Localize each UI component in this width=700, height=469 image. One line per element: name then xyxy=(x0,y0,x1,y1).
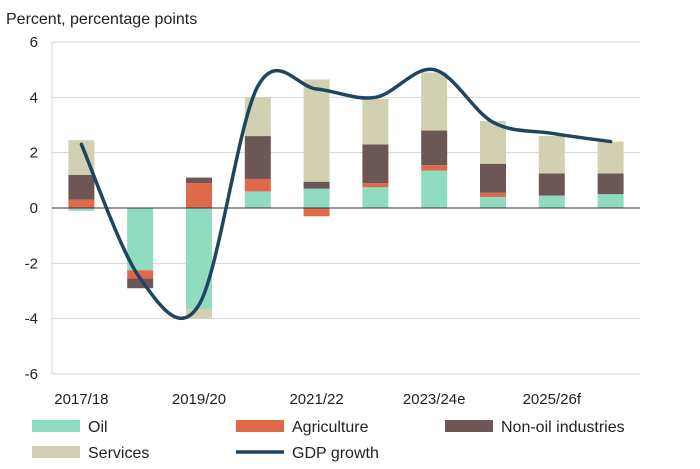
y-tick-label: -6 xyxy=(25,366,38,383)
bar-services xyxy=(480,120,506,164)
legend: Oil Agriculture Non-oil industries Services… xyxy=(32,419,625,462)
gdp-line-group xyxy=(79,67,613,320)
bar-non-oil-industries xyxy=(421,130,448,166)
bars-group xyxy=(68,72,624,319)
legend-label-gdp-growth: GDP growth xyxy=(292,445,379,462)
legend-swatch-services xyxy=(32,446,80,458)
bar-oil xyxy=(421,170,448,208)
bar-non-oil-industries xyxy=(362,144,389,184)
bar-oil xyxy=(303,188,330,208)
bar-oil xyxy=(68,208,95,211)
bar-agriculture xyxy=(127,270,154,279)
y-tick-label: 2 xyxy=(30,145,38,162)
bar-services xyxy=(362,98,389,145)
bar-agriculture xyxy=(186,183,212,208)
bar-non-oil-industries xyxy=(597,173,624,195)
legend-label-non-oil-industries: Non-oil industries xyxy=(501,419,625,436)
y-tick-label: -2 xyxy=(25,255,38,272)
x-tick-label: 2019/20 xyxy=(172,391,226,408)
bar-services xyxy=(421,72,448,131)
y-tick-label: 6 xyxy=(30,34,38,51)
y-tick-label: 0 xyxy=(30,200,38,217)
bar-agriculture xyxy=(303,208,330,217)
x-tick-label: 2021/22 xyxy=(289,391,343,408)
legend-swatch-non-oil-industries xyxy=(445,420,493,432)
x-tick-labels: 2017/18 2019/20 2021/22 2023/24e 2025/26f xyxy=(54,391,582,408)
y-axis-title: Percent, percentage points xyxy=(6,11,197,28)
bar-services xyxy=(303,79,330,182)
x-tick-label: 2025/26f xyxy=(523,391,582,408)
bar-agriculture xyxy=(421,165,448,171)
bar-agriculture xyxy=(244,178,271,192)
legend-label-oil: Oil xyxy=(88,419,108,436)
bar-oil xyxy=(597,194,624,208)
legend-label-agriculture: Agriculture xyxy=(292,419,369,436)
bar-oil xyxy=(186,208,212,309)
bar-agriculture xyxy=(480,192,506,197)
bar-oil xyxy=(362,187,389,208)
bar-oil xyxy=(244,191,271,208)
bar-oil xyxy=(538,195,565,208)
y-tick-labels: 6 4 2 0 -2 -4 -6 xyxy=(25,34,38,383)
legend-swatch-agriculture xyxy=(236,420,284,432)
bar-non-oil-industries xyxy=(303,181,330,189)
y-tick-label: -4 xyxy=(25,311,38,328)
bar-agriculture xyxy=(362,183,389,188)
bar-non-oil-industries xyxy=(538,173,565,196)
bar-oil xyxy=(127,208,154,271)
bar-non-oil-industries xyxy=(68,174,95,200)
bar-services xyxy=(538,136,565,174)
x-tick-label: 2017/18 xyxy=(54,391,108,408)
bar-agriculture xyxy=(68,199,95,208)
gdp-growth-line xyxy=(79,67,613,320)
bar-services xyxy=(244,97,271,137)
y-tick-label: 4 xyxy=(30,89,38,106)
bar-non-oil-industries xyxy=(244,136,271,179)
bar-services xyxy=(186,308,212,319)
bar-non-oil-industries xyxy=(186,177,212,184)
x-tick-label: 2023/24e xyxy=(403,391,466,408)
bar-non-oil-industries xyxy=(127,278,154,289)
bar-non-oil-industries xyxy=(480,163,506,193)
bar-oil xyxy=(480,196,506,208)
legend-swatch-oil xyxy=(32,420,80,432)
bar-services xyxy=(597,141,624,174)
legend-label-services: Services xyxy=(88,445,149,462)
